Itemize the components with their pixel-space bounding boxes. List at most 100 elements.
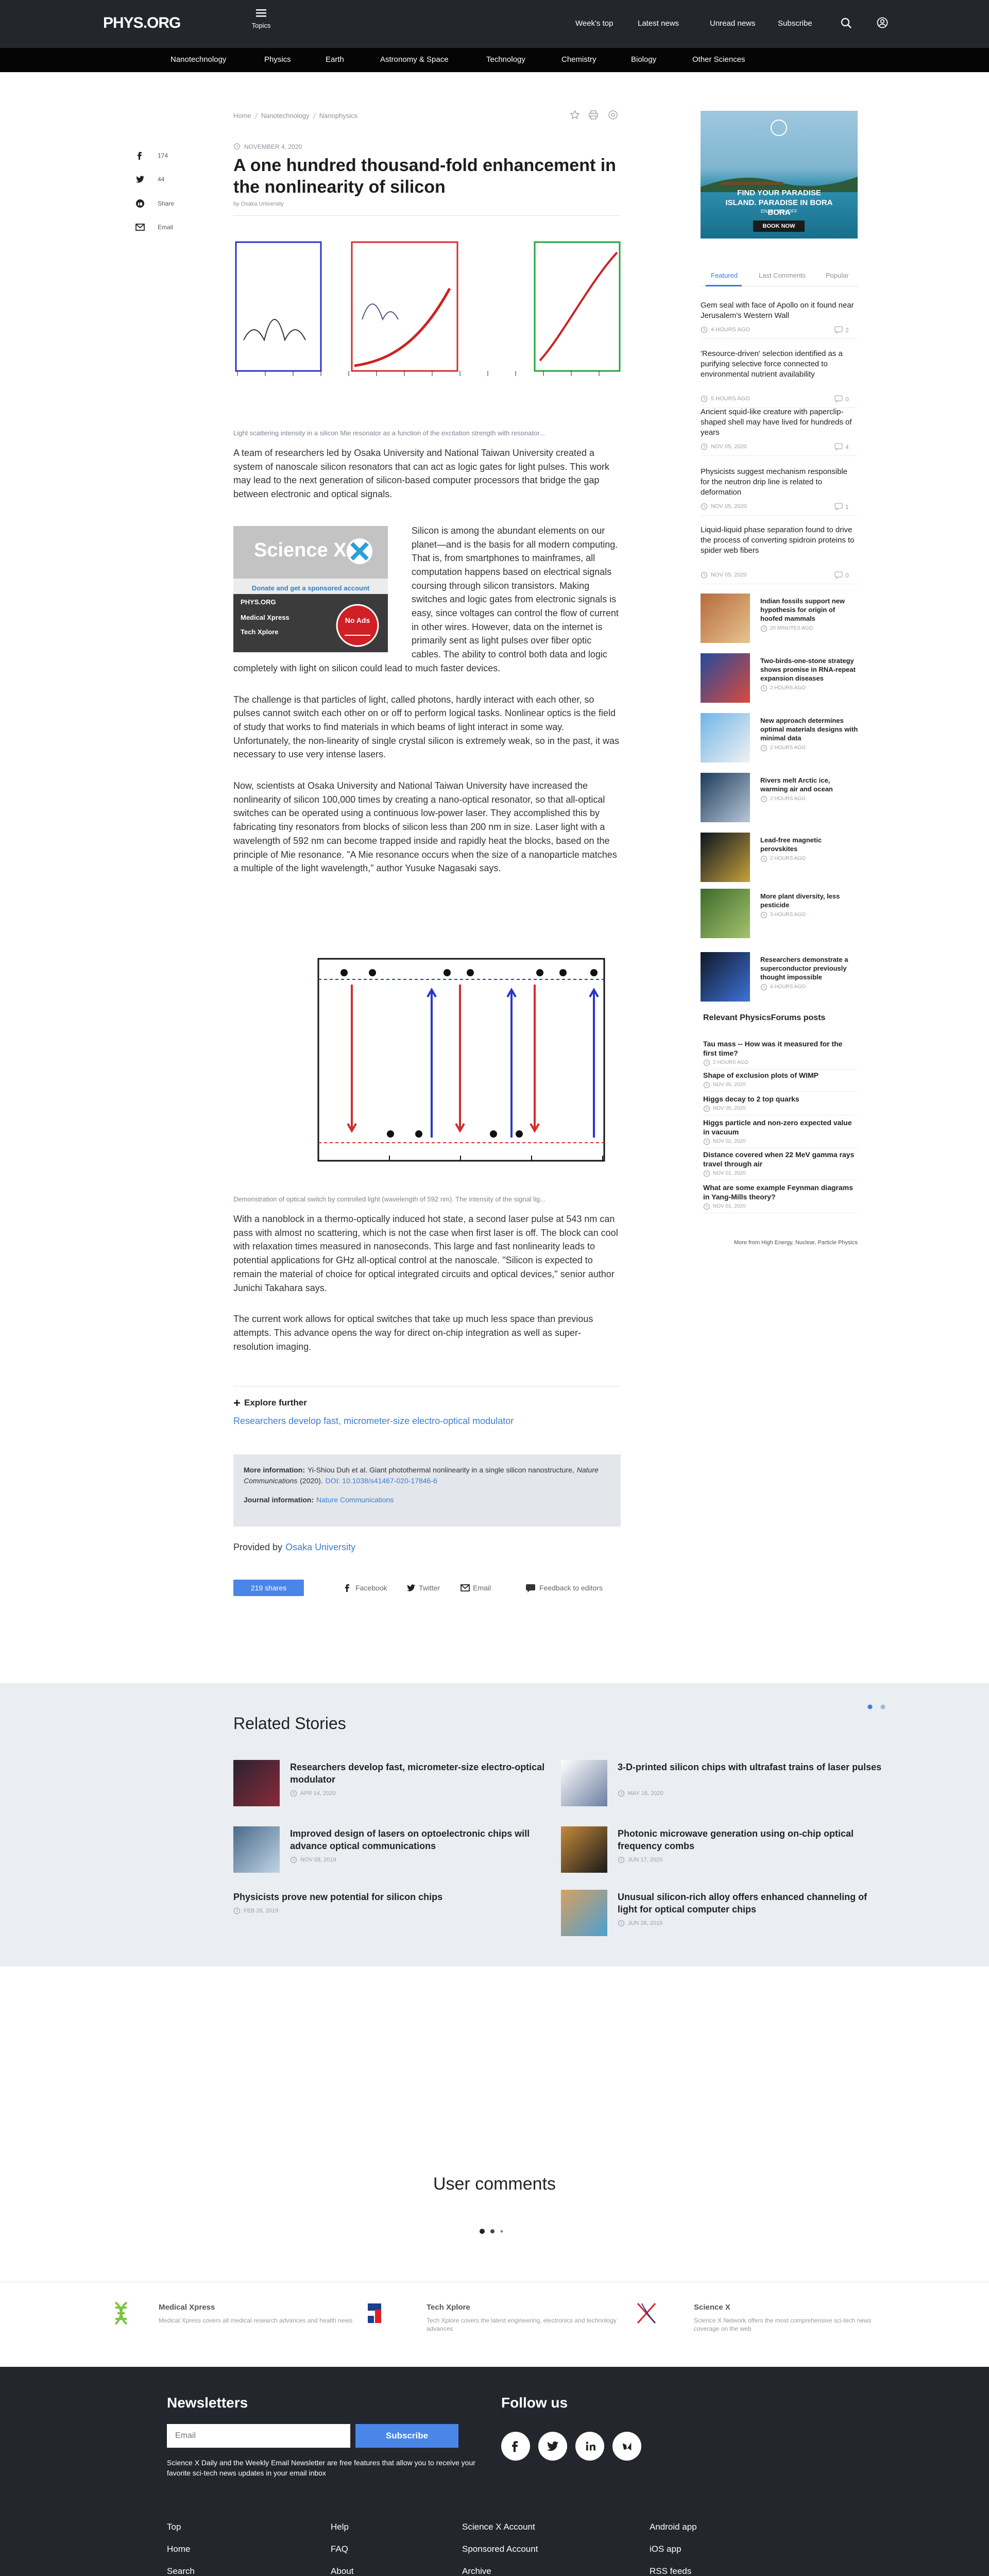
network-name[interactable]: Tech Xplore — [427, 2303, 470, 2312]
latest-title[interactable]: Rivers melt Arctic ice, warming air and … — [760, 776, 833, 793]
provided-link[interactable]: Osaka University — [285, 1542, 356, 1552]
latest-title[interactable]: Researchers demonstrate a superconductor… — [760, 956, 848, 981]
section-link[interactable]: Nanotechnology — [170, 55, 227, 64]
related-title[interactable]: Researchers develop fast, micrometer-siz… — [290, 1762, 545, 1785]
share-label[interactable]: 174 — [158, 152, 168, 159]
share-button[interactable]: Email — [473, 1584, 491, 1592]
latest-title[interactable]: Indian fossils support new hypothesis fo… — [760, 597, 845, 622]
footer-link[interactable]: Archive — [462, 2566, 491, 2576]
ad-brand-icon — [347, 538, 372, 564]
related-date: FEB 26, 2019 — [244, 1908, 279, 1914]
forum-date: NOV 02, 2020 — [713, 1139, 746, 1144]
forum-title[interactable]: Higgs decay to 2 top quarks — [703, 1095, 799, 1103]
section-link[interactable]: Biology — [631, 55, 657, 64]
nav-link[interactable]: Subscribe — [778, 19, 812, 28]
breadcrumb-link[interactable]: Home — [233, 112, 251, 120]
doi-link[interactable]: DOI: 10.1038/s41467-020-17846-6 — [325, 1477, 437, 1485]
more-info-text: Yi-Shiou Duh et al. Giant photothermal n… — [308, 1466, 574, 1474]
clock-icon — [703, 1138, 710, 1145]
nav-link[interactable]: Latest news — [638, 19, 679, 28]
journal-link[interactable]: Nature Communications — [316, 1496, 394, 1504]
sidebar-tab[interactable]: Last Comments — [759, 272, 806, 279]
explore-link[interactable]: Researchers develop fast, micrometer-siz… — [233, 1416, 514, 1426]
footer-link[interactable]: Android app — [650, 2522, 697, 2532]
footer-link[interactable]: FAQ — [331, 2544, 349, 2554]
featured-title[interactable]: Ancient squid-like creature with papercl… — [701, 408, 852, 437]
share-label[interactable]: Email — [158, 224, 174, 231]
feedback-link[interactable]: Feedback to editors — [539, 1584, 603, 1592]
social-icon — [612, 2432, 641, 2461]
breadcrumb-link[interactable]: Nanotechnology — [261, 112, 310, 120]
section-link[interactable]: Chemistry — [561, 55, 596, 64]
related-date: APR 14, 2020 — [300, 1790, 336, 1797]
featured-title[interactable]: 'Resource-driven' selection identified a… — [701, 349, 843, 379]
featured-title[interactable]: Liquid-liquid phase separation found to … — [701, 526, 855, 555]
related-title[interactable]: Photonic microwave generation using on-c… — [618, 1828, 854, 1851]
section-link[interactable]: Astronomy & Space — [380, 55, 449, 64]
nav-link[interactable]: Week's top — [575, 19, 613, 28]
forum-title[interactable]: What are some example Feynman diagrams i… — [703, 1183, 853, 1201]
ad-donate-link[interactable]: Donate and get a sponsored account — [251, 584, 370, 592]
ad-button[interactable]: BOOK NOW — [753, 221, 805, 232]
forum-date: NOV 05, 2020 — [713, 1082, 746, 1088]
latest-title[interactable]: Lead-free magnetic perovskites — [760, 836, 822, 853]
share-icon — [407, 1584, 415, 1591]
share-label[interactable]: Share — [158, 200, 175, 207]
featured-title[interactable]: Gem seal with face of Apollo on it found… — [701, 301, 854, 320]
clock-icon — [701, 503, 708, 510]
network-name[interactable]: Science X — [694, 2303, 730, 2312]
footer-link[interactable]: Help — [331, 2522, 349, 2532]
forum-title[interactable]: Shape of exclusion plots of WIMP — [703, 1071, 819, 1079]
footer-link[interactable]: RSS feeds — [650, 2566, 692, 2576]
share-button[interactable]: Twitter — [419, 1584, 440, 1592]
footer-link[interactable]: iOS app — [650, 2544, 681, 2554]
comment-count: 0 — [845, 572, 849, 579]
footer-link[interactable]: Home — [167, 2544, 191, 2554]
section-link[interactable]: Other Sciences — [692, 55, 745, 64]
separator — [703, 1069, 858, 1070]
related-title[interactable]: Unusual silicon-rich alloy offers enhanc… — [618, 1892, 867, 1914]
footer-link[interactable]: Search — [167, 2566, 195, 2576]
logo[interactable]: PHYS.ORG — [103, 14, 181, 31]
ad-logo: PHYS.ORG — [241, 598, 276, 606]
clock-icon — [703, 1105, 710, 1112]
featured-title[interactable]: Physicists suggest mechanism responsible… — [701, 467, 848, 497]
section-link[interactable]: Earth — [326, 55, 344, 64]
related-title[interactable]: Physicists prove new potential for silic… — [233, 1892, 443, 1902]
forum-more[interactable]: More from High Energy, Nuclear, Particle… — [734, 1240, 858, 1246]
separator — [703, 1091, 858, 1092]
topics-label[interactable]: Topics — [251, 22, 271, 29]
breadcrumb-link[interactable]: Nanophysics — [319, 112, 358, 120]
section-link[interactable]: Physics — [264, 55, 291, 64]
clock-icon — [703, 1170, 710, 1177]
share-label[interactable]: 44 — [158, 176, 165, 183]
related-title[interactable]: 3-D-printed silicon chips with ultrafast… — [618, 1762, 882, 1772]
footer-link[interactable]: Top — [167, 2522, 181, 2532]
latest-title[interactable]: Two-birds-one-stone strategy shows promi… — [760, 657, 856, 682]
sidebar-tab[interactable]: Featured — [711, 272, 738, 279]
related-thumbnail — [561, 1890, 607, 1936]
latest-date: 2 HOURS AGO — [770, 685, 806, 691]
section-link[interactable]: Technology — [486, 55, 525, 64]
related-section — [0, 1683, 989, 1967]
latest-title[interactable]: New approach determines optimal material… — [760, 717, 858, 742]
subscribe-button[interactable]: Subscribe — [355, 2424, 458, 2448]
shares-button[interactable]: 219 shares — [233, 1580, 304, 1596]
featured-date: NOV 05, 2020 — [711, 572, 747, 578]
network-name[interactable]: Medical Xpress — [159, 2303, 215, 2312]
sidebar-tab[interactable]: Popular — [826, 272, 849, 279]
footer-link[interactable]: Science X Account — [462, 2522, 535, 2532]
related-heading: Related Stories — [233, 1714, 346, 1733]
thumbnail — [701, 889, 750, 938]
forum-title[interactable]: Higgs particle and non-zero expected val… — [703, 1118, 852, 1136]
footer-link[interactable]: About — [331, 2566, 354, 2576]
menu-icon — [256, 9, 266, 17]
related-title[interactable]: Improved design of lasers on optoelectro… — [290, 1828, 530, 1851]
nav-link[interactable]: Unread news — [710, 19, 756, 28]
latest-title[interactable]: More plant diversity, less pesticide — [760, 892, 840, 909]
forum-title[interactable]: Distance covered when 22 MeV gamma rays … — [703, 1150, 855, 1168]
share-button[interactable]: Facebook — [355, 1584, 387, 1592]
email-input[interactable] — [167, 2424, 350, 2448]
forum-title[interactable]: Tau mass -- How was it measured for the … — [703, 1040, 843, 1057]
footer-link[interactable]: Sponsored Account — [462, 2544, 538, 2554]
